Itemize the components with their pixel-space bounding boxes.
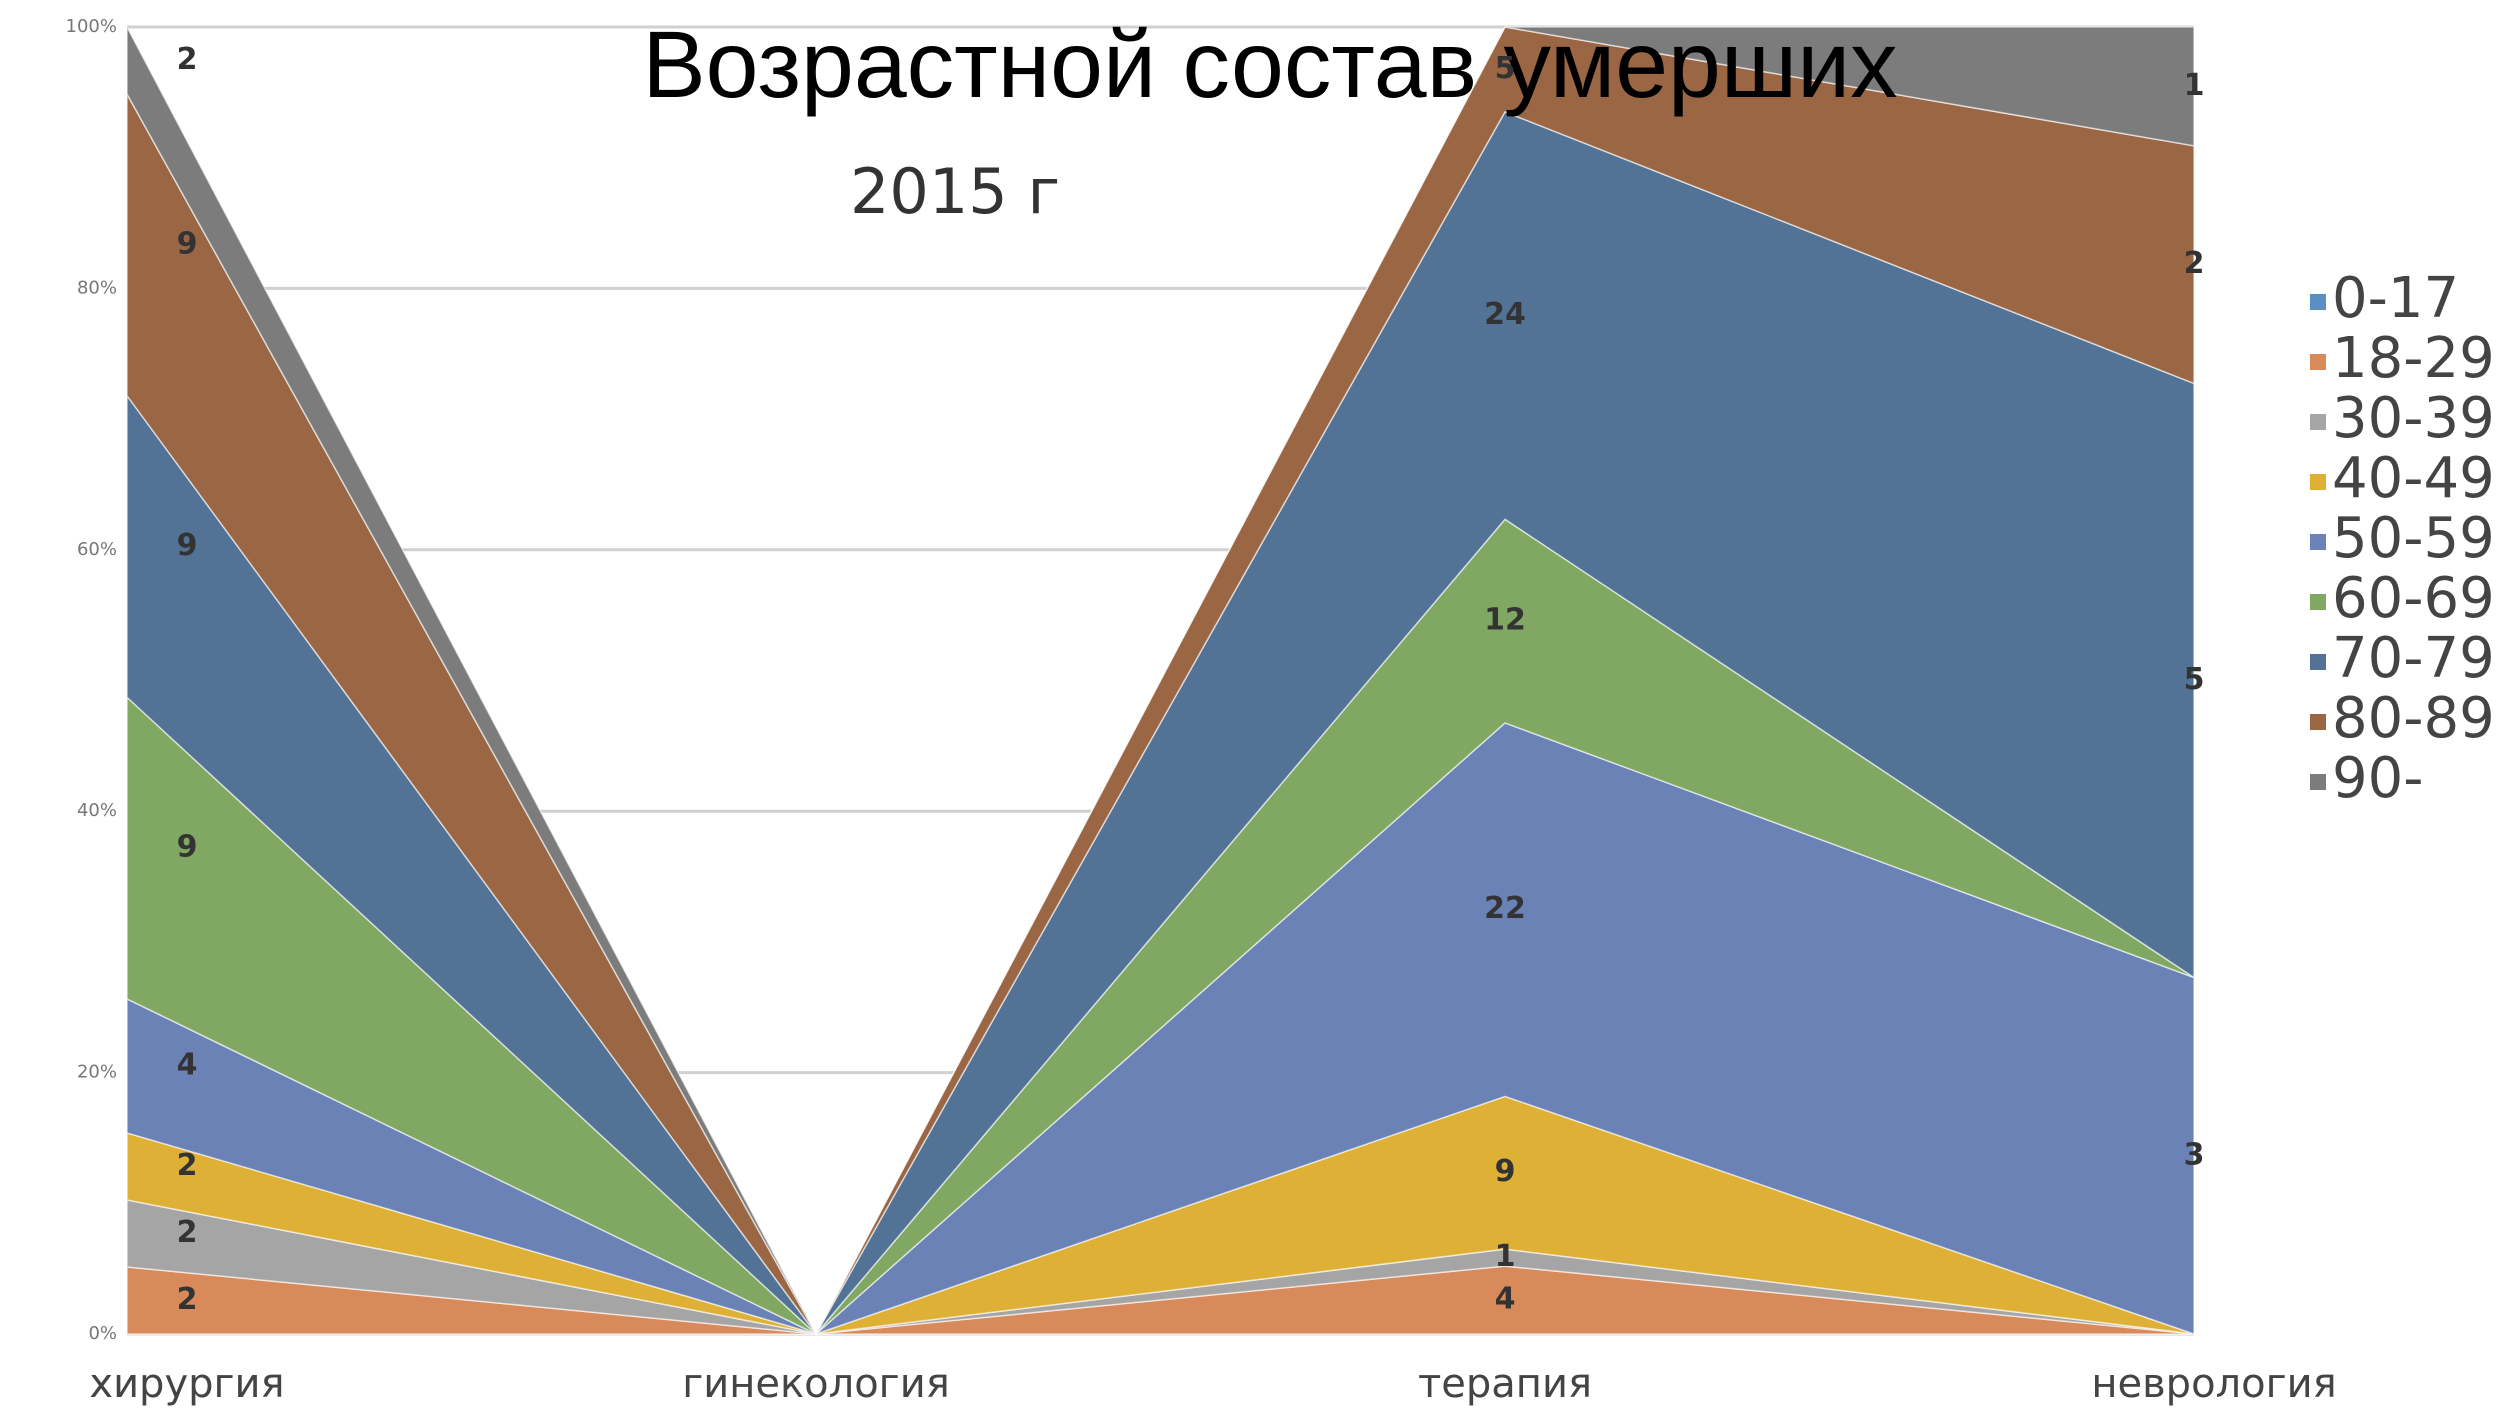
- data-label: 24: [1484, 297, 1526, 332]
- data-label: 9: [177, 226, 198, 261]
- data-label: 12: [1484, 603, 1526, 638]
- legend-label: 90-: [2332, 746, 2423, 811]
- data-label: 22: [1484, 891, 1526, 926]
- legend-swatch: [2310, 414, 2326, 430]
- legend-swatch: [2310, 594, 2326, 610]
- x-tick-label: гинекология: [682, 1361, 950, 1407]
- legend-swatch: [2310, 774, 2326, 790]
- data-label: 3: [2184, 1137, 2205, 1172]
- data-label: 2: [177, 1215, 198, 1250]
- data-label: 5: [2184, 662, 2205, 697]
- legend-label: 70-79: [2332, 626, 2495, 691]
- x-tick-label: терапия: [1418, 1361, 1592, 1407]
- legend-swatch: [2310, 654, 2326, 670]
- data-label: 2: [177, 42, 198, 77]
- area: [126, 26, 2195, 1336]
- chart-title: Возрастной состав умерших: [642, 12, 1897, 118]
- y-tick-label: 100%: [66, 16, 117, 37]
- data-label: 4: [1495, 1282, 1516, 1317]
- data-label: 1: [2184, 68, 2205, 103]
- x-tick-label: хирургия: [89, 1361, 284, 1407]
- y-tick-label: 20%: [77, 1062, 117, 1083]
- legend-label: 50-59: [2332, 506, 2495, 571]
- legend-swatch: [2310, 714, 2326, 730]
- legend-swatch: [2310, 534, 2326, 550]
- legend-swatch: [2310, 354, 2326, 370]
- y-tick-label: 0%: [88, 1323, 117, 1344]
- data-label: 2: [2184, 246, 2205, 281]
- legend-swatch: [2310, 474, 2326, 490]
- y-tick-label: 80%: [77, 277, 117, 298]
- data-label: 1: [1495, 1239, 1516, 1274]
- y-tick-label: 60%: [77, 539, 117, 560]
- legend-label: 80-89: [2332, 686, 2495, 751]
- data-label: 9: [1495, 1154, 1516, 1189]
- data-label: 5: [1495, 51, 1516, 86]
- legend-label: 18-29: [2332, 326, 2495, 391]
- data-label: 9: [177, 830, 198, 865]
- data-label: 2: [177, 1282, 198, 1317]
- plot-area: [126, 25, 2195, 1336]
- legend-label: 40-49: [2332, 446, 2495, 511]
- legend-label: 30-39: [2332, 386, 2495, 451]
- chart-subtitle: 2015 г: [850, 155, 1060, 228]
- data-label: 9: [177, 528, 198, 563]
- data-label: 2: [177, 1148, 198, 1183]
- legend-swatch: [2310, 294, 2326, 310]
- data-label: 4: [177, 1047, 198, 1082]
- y-tick-label: 40%: [77, 800, 117, 821]
- x-tick-label: неврология: [2091, 1361, 2336, 1407]
- legend-label: 60-69: [2332, 566, 2495, 631]
- legend-label: 0-17: [2332, 266, 2459, 331]
